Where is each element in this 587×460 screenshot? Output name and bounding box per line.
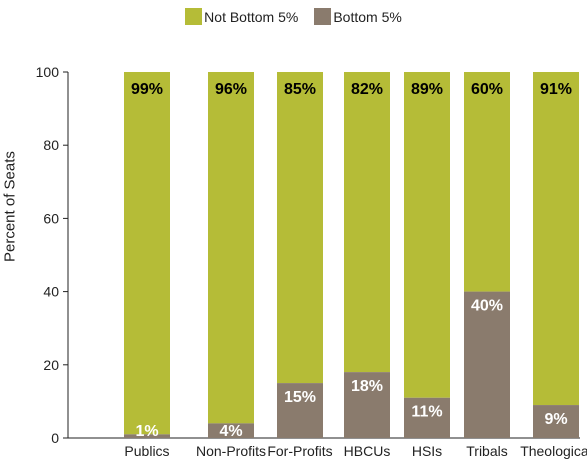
x-tick-label: Non-Profits <box>196 443 266 459</box>
data-label-bottom: 15% <box>284 389 316 406</box>
y-tick-label: 20 <box>43 357 59 373</box>
data-label-bottom: 18% <box>351 378 383 395</box>
bar-not-bottom-5 <box>464 72 510 292</box>
data-label-bottom: 1% <box>135 423 158 440</box>
x-tick-label: HBCUs <box>344 443 391 459</box>
bar-bottom-0 <box>124 434 170 438</box>
legend-swatch-bottom <box>314 8 332 25</box>
bar-bottom-2 <box>277 383 323 438</box>
legend-label-bottom: Bottom 5% <box>333 8 402 25</box>
bar-not-bottom-2 <box>277 72 323 384</box>
data-label-not-bottom: 60% <box>471 81 503 98</box>
data-label-not-bottom: 89% <box>411 81 443 98</box>
y-tick-label: 0 <box>51 430 59 446</box>
chart-legend: Not Bottom 5% Bottom 5% <box>0 8 587 25</box>
data-label-bottom: 9% <box>544 411 567 428</box>
data-label-not-bottom: 82% <box>351 81 383 98</box>
x-tick-label: For-Profits <box>267 443 332 459</box>
bar-bottom-4 <box>404 397 450 438</box>
data-label-not-bottom: 91% <box>540 81 572 98</box>
bar-not-bottom-6 <box>533 72 579 406</box>
data-label-not-bottom: 85% <box>284 81 316 98</box>
x-tick-label: Theological <box>520 443 587 459</box>
data-label-bottom: 40% <box>471 298 503 315</box>
data-label-bottom: 11% <box>411 404 442 421</box>
data-label-bottom: 4% <box>219 423 242 440</box>
data-label-not-bottom: 96% <box>215 81 247 98</box>
bar-bottom-3 <box>344 372 390 438</box>
bar-bottom-5 <box>464 291 510 438</box>
x-tick-label: Tribals <box>466 443 508 459</box>
bar-not-bottom-4 <box>404 72 450 398</box>
x-tick-label: Publics <box>124 443 169 459</box>
y-tick-label: 100 <box>36 64 60 80</box>
bar-not-bottom-0 <box>124 72 170 435</box>
legend-item-bottom: Bottom 5% <box>314 8 402 25</box>
legend-label-not-bottom: Not Bottom 5% <box>204 8 299 25</box>
x-tick-label: HSIs <box>412 443 442 459</box>
y-tick-label: 60 <box>43 210 59 226</box>
bar-not-bottom-3 <box>344 72 390 373</box>
legend-swatch-not-bottom <box>185 8 203 25</box>
bar-not-bottom-1 <box>208 72 254 424</box>
legend-item-not-bottom: Not Bottom 5% <box>185 8 298 25</box>
bar-bottom-1 <box>208 423 254 438</box>
y-tick-label: 80 <box>43 137 59 153</box>
data-label-not-bottom: 99% <box>131 81 163 98</box>
y-tick-label: 40 <box>43 284 59 300</box>
bar-bottom-6 <box>533 405 579 438</box>
